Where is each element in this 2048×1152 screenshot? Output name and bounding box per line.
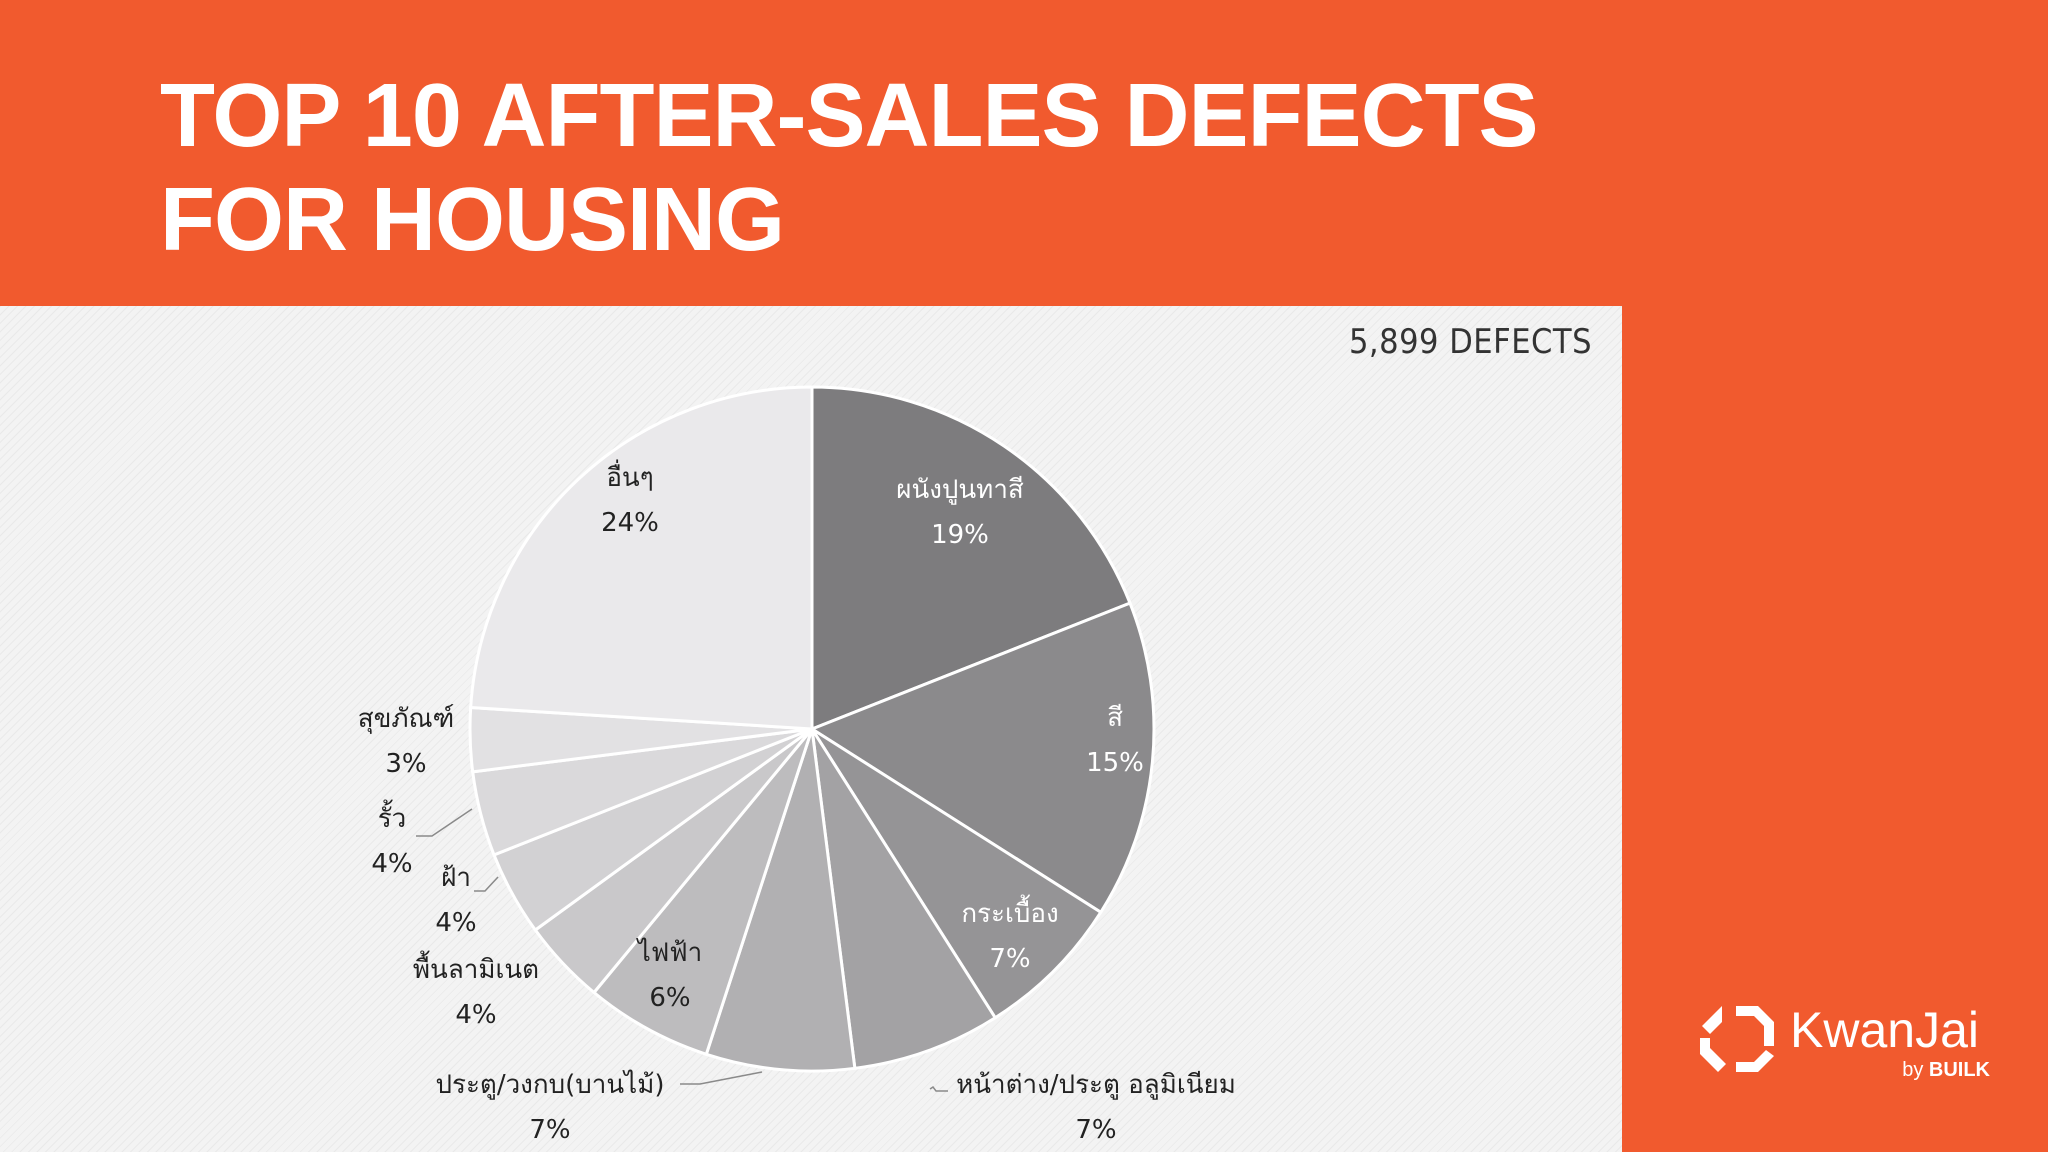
slice-percent-label: 4%	[455, 1000, 496, 1030]
pie-slice	[808, 601, 1156, 915]
pie-slice	[469, 385, 814, 731]
slice-percent-label: 19%	[931, 520, 989, 550]
leader-line	[929, 1085, 948, 1092]
slice-label: สี	[1107, 703, 1123, 733]
slice-label: หน้าต่าง/ประตู อลูมิเนียม	[956, 1070, 1236, 1100]
brand-name: KwanJai	[1790, 1002, 1979, 1058]
pie-slice	[810, 727, 1103, 1020]
slice-label: ฝ้า	[441, 863, 471, 893]
slice-percent-label: 3%	[385, 749, 426, 779]
chart-panel: 5,899 DEFECTS ผนังปูนทาสี 19% สี 15% กระเบื้…	[0, 306, 1622, 1152]
pie-chart: ผนังปูนทาสี 19% สี 15% กระเบื้อง 7% หน้าต่าง/ป…	[358, 385, 1236, 1145]
brand-company: BUILK	[1928, 1059, 1990, 1081]
page-title: TOP 10 AFTER-SALES DEFECTS FOR HOUSING	[160, 64, 1539, 272]
title-line-2: FOR HOUSING	[160, 170, 785, 270]
slice-percent-label: 4%	[435, 908, 476, 938]
slice-percent-label: 6%	[649, 983, 690, 1013]
header-band: TOP 10 AFTER-SALES DEFECTS FOR HOUSING	[0, 0, 2048, 306]
slice-label: ไฟฟ้า	[636, 937, 703, 968]
leader-line	[474, 876, 499, 892]
brand-byline: by BUILK	[1902, 1058, 1990, 1082]
title-line-1: TOP 10 AFTER-SALES DEFECTS	[160, 66, 1539, 166]
slice-percent-label: 7%	[989, 944, 1030, 974]
pie-slice	[810, 728, 998, 1070]
brand-logo: KwanJai by BUILK	[1696, 1000, 2006, 1090]
slice-label: ผนังปูนทาสี	[896, 475, 1024, 505]
slice-label: ประตู/วงกบ(บานไม้)	[436, 1069, 665, 1100]
pie-slice	[591, 728, 814, 1057]
slice-label: รั้ว	[378, 799, 407, 834]
total-defects-label: 5,899 DEFECTS	[1348, 322, 1592, 362]
slice-percent-label: 7%	[529, 1115, 570, 1145]
kwanjai-logo-icon	[1700, 1006, 1774, 1072]
slice-label: อื่นๆ	[606, 459, 653, 493]
slice-label: สุขภัณฑ์	[358, 704, 454, 734]
slice-percent-label: 15%	[1086, 748, 1144, 778]
slice-percent-label: 7%	[1075, 1115, 1116, 1145]
leader-line	[680, 1071, 763, 1085]
pie-slice	[810, 385, 1132, 732]
slice-percent-label: 4%	[371, 849, 412, 879]
slice-percent-label: 24%	[601, 508, 659, 538]
pie-slice	[704, 728, 857, 1073]
brand-by: by	[1902, 1059, 1924, 1081]
leader-line	[416, 808, 473, 837]
slice-label: พื้นลามิเนต	[413, 950, 539, 985]
slice-label: กระเบื้อง	[961, 894, 1058, 929]
